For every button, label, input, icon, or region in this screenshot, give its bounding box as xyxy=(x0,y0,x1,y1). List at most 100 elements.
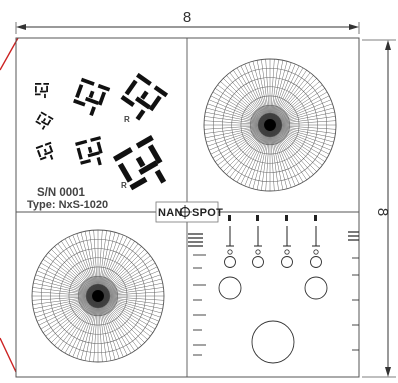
star-ring xyxy=(240,95,300,155)
dimension-arrow-icon xyxy=(385,40,391,50)
target-bar xyxy=(73,98,86,107)
target-bar xyxy=(44,151,52,156)
dimension-arrow-icon xyxy=(385,367,391,377)
target-bar xyxy=(138,160,159,175)
star-ring xyxy=(231,86,309,164)
target-bar xyxy=(90,136,102,142)
left-edge-sketch-line-top xyxy=(0,37,19,71)
target-bar xyxy=(75,139,88,146)
target-bar xyxy=(39,156,47,161)
target-bar xyxy=(35,93,41,96)
target-bar xyxy=(36,149,42,158)
target-bar xyxy=(84,96,99,106)
target-bar xyxy=(112,147,133,162)
resolution-target-icon xyxy=(112,134,167,191)
target-bar xyxy=(76,147,83,160)
crosshair-logo-icon xyxy=(178,205,192,219)
target-bar xyxy=(35,144,44,150)
target-bar xyxy=(48,145,54,153)
logo-text-right: SPOT xyxy=(192,207,223,219)
top-mark xyxy=(256,215,259,221)
medium-circle xyxy=(224,256,236,268)
target-bar xyxy=(135,134,154,149)
target-bar xyxy=(147,144,163,165)
target-bar xyxy=(134,96,151,110)
siemens-star-icon xyxy=(31,229,165,363)
target-bar xyxy=(135,109,146,121)
target-bar xyxy=(120,95,135,107)
star-ring xyxy=(212,67,328,183)
target-bar xyxy=(148,95,162,112)
target-bar xyxy=(36,114,42,121)
target-bar xyxy=(153,85,169,98)
resolution-target-icon xyxy=(120,72,169,121)
resolution-target-icon xyxy=(35,141,54,161)
right-dimension: 8 xyxy=(362,39,396,378)
top-dimension-label: 8 xyxy=(183,9,191,26)
star-ring xyxy=(68,266,128,326)
small-circle xyxy=(255,249,261,255)
target-bar xyxy=(46,85,48,93)
top-mark xyxy=(314,215,317,221)
large-circle xyxy=(304,276,328,300)
target-bar xyxy=(129,176,148,191)
star-ring xyxy=(59,257,137,335)
top-mark xyxy=(228,215,231,221)
dimension-arrow-icon xyxy=(16,24,26,30)
target-bar xyxy=(43,148,47,153)
type-label: Type: NxS-1020 xyxy=(27,199,108,211)
target-bar xyxy=(44,93,46,99)
target-bar xyxy=(41,125,46,130)
large-circle xyxy=(218,276,242,300)
target-bar xyxy=(49,154,54,160)
resolution-target-icon xyxy=(35,111,54,130)
resolution-target-icon xyxy=(35,83,49,99)
target-bar xyxy=(44,141,52,146)
top-dimension: 8 xyxy=(15,9,360,34)
target-bar xyxy=(47,115,54,120)
target-bar xyxy=(35,86,37,93)
largest-circle xyxy=(251,320,295,364)
target-bar xyxy=(39,90,47,93)
top-mark xyxy=(285,215,288,221)
medium-circle xyxy=(281,256,293,268)
small-circle xyxy=(313,249,319,255)
siemens-star-icon xyxy=(203,58,337,192)
target-bar xyxy=(42,118,47,122)
right-dimension-label: 8 xyxy=(374,208,391,216)
target-bar xyxy=(135,156,146,168)
target-bar xyxy=(35,83,42,85)
small-r-label-2: R xyxy=(121,181,127,190)
target-bar xyxy=(80,158,92,165)
nanospot-logo: NAN SPOT xyxy=(155,201,223,223)
medium-circle xyxy=(252,256,264,268)
small-r-label-1: R xyxy=(124,115,130,124)
logo-text-left: NAN xyxy=(158,207,183,219)
star-center-dot xyxy=(264,119,276,131)
target-bar xyxy=(96,141,103,154)
target-bar xyxy=(154,169,167,184)
target-bar xyxy=(35,120,42,125)
star-ring xyxy=(40,238,156,354)
target-bar xyxy=(40,111,47,117)
target-bar xyxy=(46,119,52,126)
target-bar xyxy=(40,120,48,126)
resolution-target-group xyxy=(35,72,169,191)
target-frame xyxy=(15,37,360,378)
target-bar xyxy=(140,90,149,100)
target-bar xyxy=(117,162,133,183)
star-ring xyxy=(222,77,318,173)
star-center-dot xyxy=(92,290,104,302)
target-bar xyxy=(80,77,95,86)
target-bar xyxy=(135,72,152,86)
target-bar xyxy=(88,90,95,99)
target-bar xyxy=(97,91,107,106)
target-bar xyxy=(124,79,138,96)
resolution-target-icon xyxy=(75,136,103,166)
dimension-arrow-icon xyxy=(349,24,359,30)
bottom-right-test-pattern xyxy=(188,215,359,364)
resolution-target-icon xyxy=(73,77,111,117)
star-ring xyxy=(50,248,146,344)
target-bar xyxy=(87,151,100,158)
